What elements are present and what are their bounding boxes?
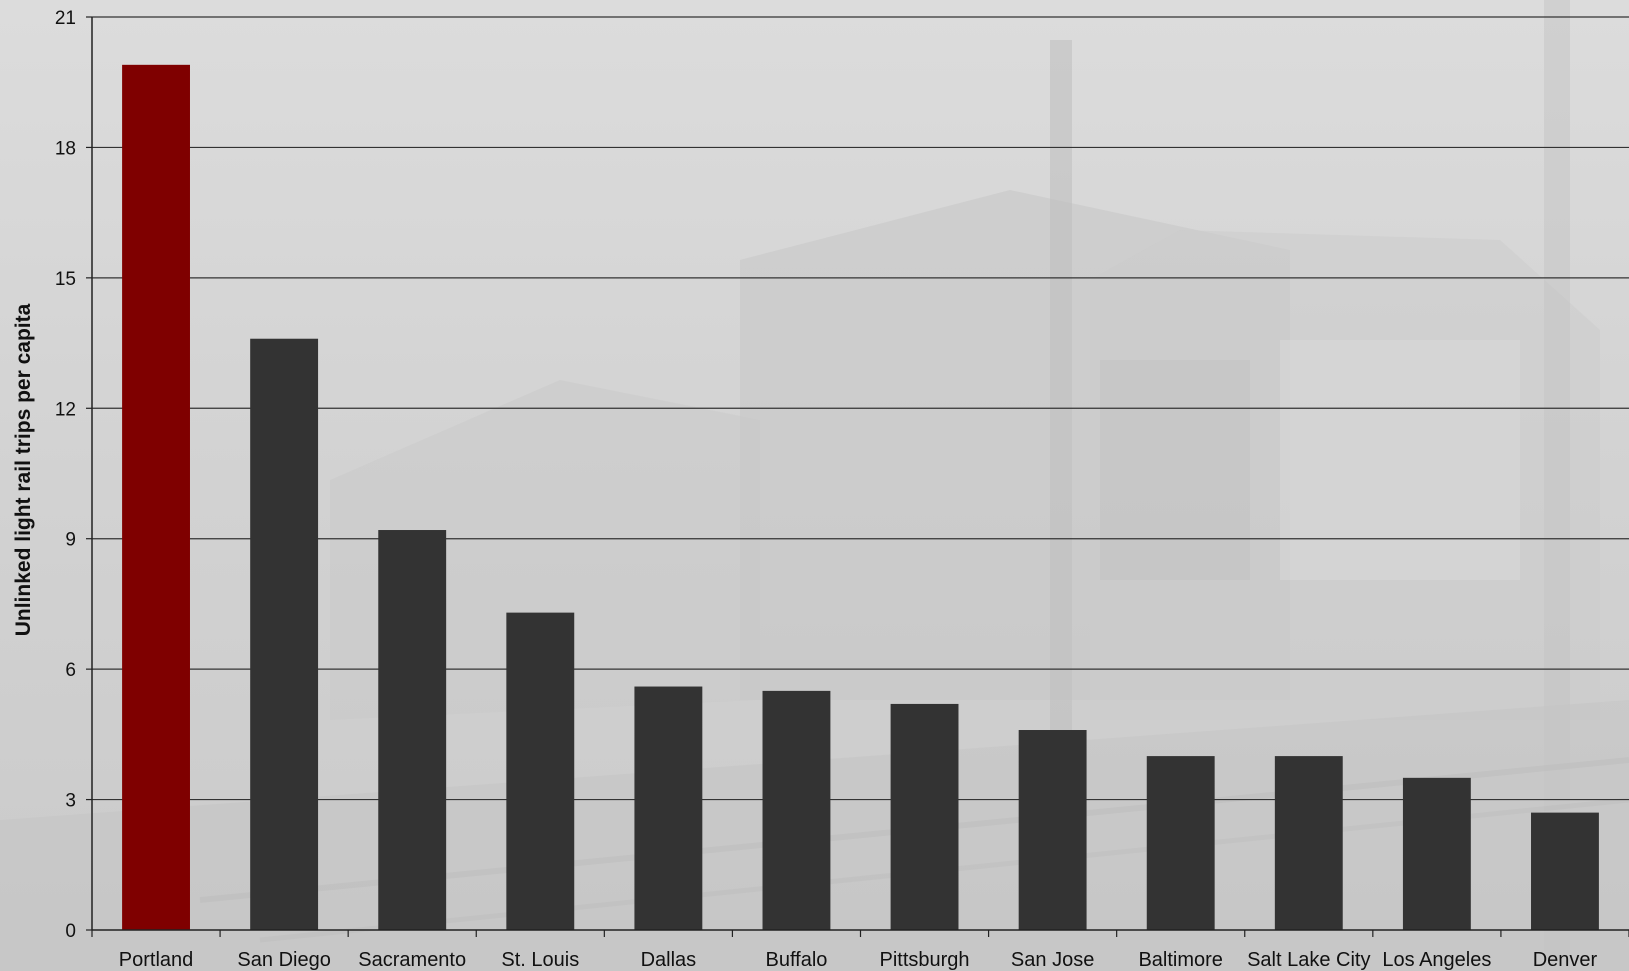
bar-baltimore (1146, 756, 1215, 930)
bar-salt-lake-city (1274, 756, 1343, 930)
gridlines (92, 16, 1629, 801)
x-category-label: San Jose (1011, 949, 1094, 971)
x-category-label: Sacramento (358, 949, 466, 971)
x-category-label: San Diego (237, 949, 330, 971)
x-category-label: Denver (1533, 949, 1598, 971)
bar-st-louis (506, 612, 575, 930)
bar-san-diego (250, 338, 319, 930)
y-tick-label: 3 (65, 791, 76, 812)
y-tick-label: 0 (65, 921, 76, 942)
bar-denver (1531, 812, 1599, 930)
y-tick-label: 12 (55, 399, 76, 420)
x-category-label: Salt Lake City (1247, 949, 1370, 971)
bar-sacramento (378, 530, 447, 930)
x-category-label: Los Angeles (1382, 949, 1491, 971)
x-category-label: Portland (119, 949, 194, 971)
x-category-label: Pittsburgh (880, 949, 970, 971)
bars (122, 64, 1599, 931)
bar-los-angeles (1402, 777, 1471, 930)
bar-pittsburgh (890, 703, 959, 930)
x-category-label: Baltimore (1138, 949, 1222, 971)
y-tick-label: 6 (65, 660, 76, 681)
bar-portland (122, 64, 190, 931)
bar-buffalo (762, 690, 831, 930)
y-axis-title: Unlinked light rail trips per capita (12, 303, 35, 636)
bar-san-jose (1018, 730, 1087, 930)
y-tick-label: 9 (65, 530, 76, 551)
y-tick-label: 21 (55, 8, 76, 29)
bar-dallas (634, 686, 703, 930)
y-tick-label: 15 (55, 269, 76, 290)
axes (86, 16, 1629, 937)
x-category-label: St. Louis (501, 949, 579, 971)
x-category-label: Buffalo (766, 949, 828, 971)
x-category-label: Dallas (641, 949, 697, 971)
labels: 0 3 6 9 12 15 18 21 Portland San Diego Sacramento S… (55, 8, 1598, 971)
y-tick-label: 18 (55, 138, 76, 159)
